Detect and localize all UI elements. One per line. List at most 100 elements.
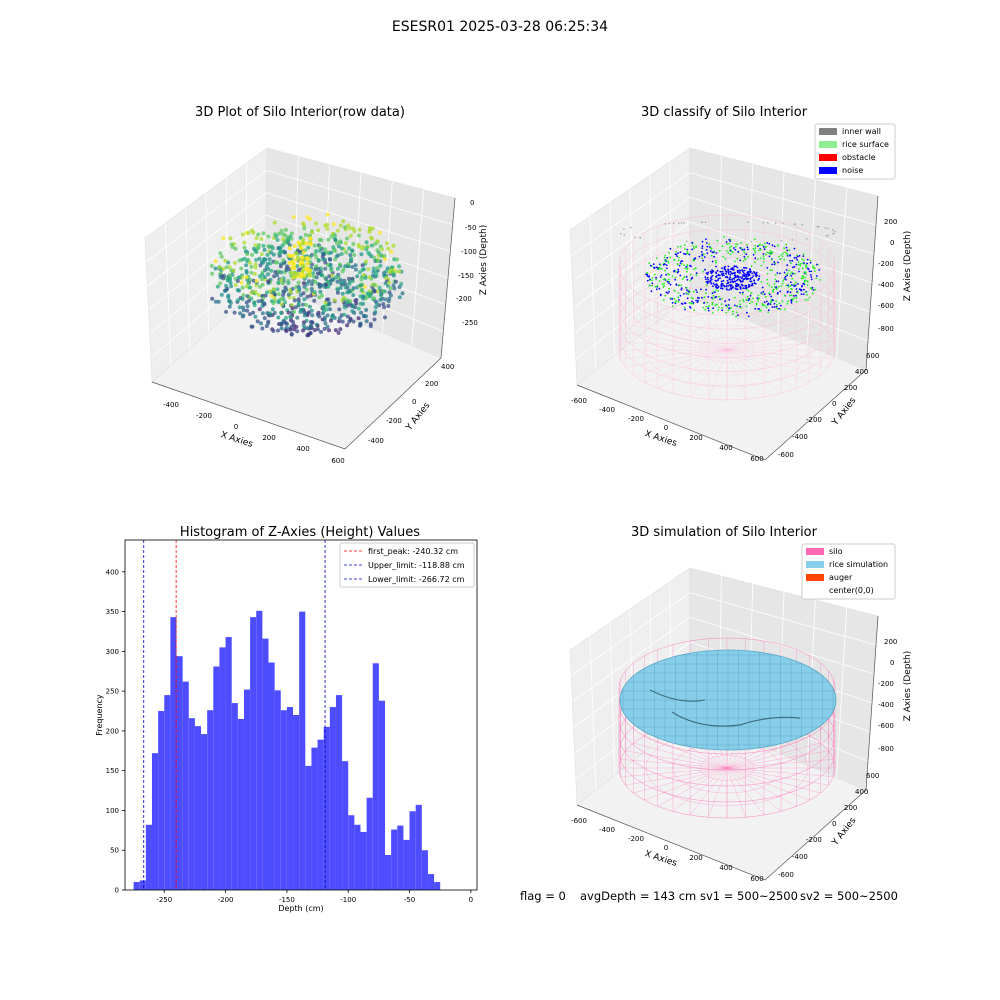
raw-point	[233, 260, 237, 265]
raw-point	[286, 281, 291, 285]
raw-point	[272, 310, 277, 315]
classify-title: 3D classify of Silo Interior	[641, 105, 808, 120]
classify-point	[771, 269, 773, 272]
legend-label-silo: silo	[829, 547, 843, 556]
raw-point	[400, 291, 405, 296]
raw-point	[372, 296, 376, 301]
classify-point	[736, 304, 738, 307]
classify-point	[798, 254, 801, 257]
classify-point	[799, 263, 801, 265]
classify-point	[740, 241, 742, 244]
classify-point	[721, 287, 724, 290]
classify-point	[715, 265, 717, 268]
classify-point	[763, 301, 766, 303]
classify-point	[705, 278, 707, 281]
classify-point	[634, 236, 636, 238]
classify-point	[734, 248, 737, 251]
classify-point	[816, 263, 818, 266]
classify-point	[787, 284, 789, 287]
classify-point	[705, 281, 708, 283]
classify-point	[796, 255, 799, 258]
raw-point	[375, 266, 380, 270]
classify-point	[785, 284, 788, 287]
classify-point	[685, 292, 688, 294]
hist-bar	[311, 747, 318, 890]
raw-point	[275, 238, 280, 242]
classify-point	[708, 304, 710, 307]
classify-point	[811, 286, 814, 289]
classify-point	[728, 246, 731, 249]
classify-point	[671, 275, 674, 277]
classify-point	[753, 272, 756, 274]
raw-point	[391, 243, 396, 248]
classify-point	[698, 255, 701, 258]
raw-point	[249, 270, 254, 275]
simulation-z-ticks: 200 0 -200 -400 -600 -800	[878, 638, 897, 753]
classify-point	[793, 272, 796, 275]
classify-point	[711, 292, 714, 295]
classify-zlabel: Z Axies (Depth)	[903, 231, 913, 302]
grid-line	[689, 172, 877, 226]
raw-point	[278, 264, 283, 269]
classify-point	[674, 278, 676, 281]
hist-bar	[372, 663, 379, 890]
cls-ztick: -400	[878, 281, 894, 289]
classify-point	[715, 252, 718, 254]
classify-point	[747, 299, 750, 302]
classify-point	[683, 244, 686, 247]
classify-point	[677, 256, 680, 259]
legend-label-obstacle: obstacle	[842, 153, 876, 162]
classify-point	[734, 284, 737, 287]
sim-xtick: 600	[750, 875, 763, 883]
classify-point	[686, 248, 689, 251]
raw-point	[397, 295, 402, 300]
classify-point	[677, 268, 680, 271]
hist-bar	[427, 874, 435, 890]
classify-point	[754, 274, 757, 276]
classify-axes-box	[569, 147, 879, 461]
classify-point	[741, 293, 744, 295]
classify-point	[651, 284, 653, 287]
classify-point	[803, 288, 805, 291]
raw-point	[283, 233, 288, 238]
raw-point	[287, 243, 292, 248]
raw-point	[258, 284, 262, 289]
raw-point	[339, 246, 344, 251]
classify-point	[706, 252, 709, 255]
raw-point	[348, 299, 353, 304]
classify-point	[746, 295, 749, 298]
classify-point	[725, 270, 727, 273]
hist-axes-frame	[124, 539, 478, 891]
raw-point	[289, 236, 294, 241]
raw-point	[256, 299, 261, 304]
raw-point	[254, 279, 259, 283]
axis-line	[151, 357, 442, 450]
classify-point	[667, 272, 669, 275]
surface-ridge	[649, 689, 706, 702]
classify-point	[793, 223, 795, 225]
classify-point	[720, 285, 723, 288]
raw-point	[312, 298, 317, 303]
raw-point	[290, 259, 295, 264]
classify-point	[773, 245, 776, 248]
raw-point	[284, 268, 289, 273]
raw-point	[281, 258, 286, 263]
raw-point	[399, 281, 404, 286]
classify-point	[639, 237, 641, 239]
classify-point	[776, 272, 779, 274]
classify-point	[707, 296, 710, 298]
hist-ylabel: Frequency	[95, 694, 104, 736]
legend-label-rice-simulation: rice simulation	[829, 560, 888, 569]
classify-point	[669, 247, 672, 250]
classify-point	[735, 311, 738, 314]
classify-point	[668, 251, 670, 254]
classify-point	[677, 270, 680, 273]
raw-point	[387, 290, 392, 295]
classify-point	[789, 254, 792, 257]
classify-point	[691, 302, 694, 305]
classify-point	[715, 280, 718, 282]
classify-point	[665, 291, 668, 294]
classify-point	[773, 285, 776, 288]
classify-point	[772, 290, 774, 293]
classify-point	[775, 300, 777, 303]
